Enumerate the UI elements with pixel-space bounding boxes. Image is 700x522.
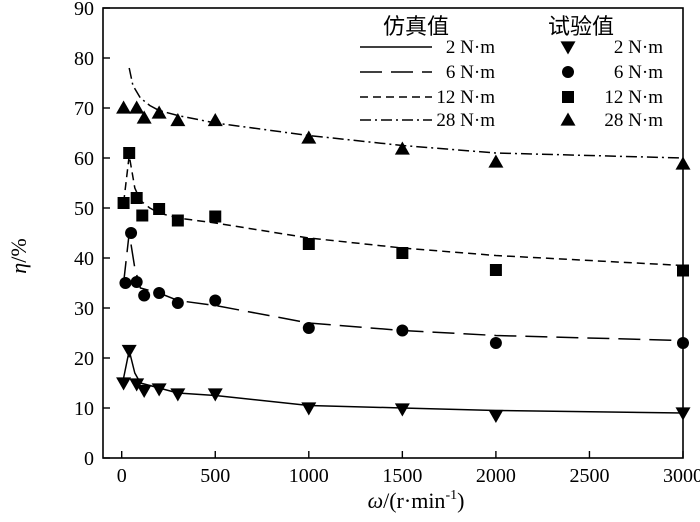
legend-exp-label: 12 N·m	[604, 87, 663, 108]
experimental-28-n-m	[116, 100, 691, 170]
experimental-point-12-n-m	[489, 264, 502, 276]
experimental-12-n-m	[117, 147, 689, 277]
x-axis-label: ω/(r·min-1)	[368, 488, 465, 513]
experimental-point-28-n-m	[675, 156, 691, 170]
simulated-series	[122, 67, 684, 414]
legend-sim-header: 仿真值	[383, 15, 449, 40]
x-axis: 0 500 1000 1500 2000 2500 3000	[117, 451, 700, 487]
experimental-point-12-n-m	[677, 264, 689, 277]
experimental-point-12-n-m	[136, 209, 149, 222]
y-tick-label: 60	[74, 148, 94, 170]
experimental-point-12-n-m	[396, 247, 409, 259]
experimental-point-6-n-m	[125, 227, 138, 239]
experimental-point-12-n-m	[153, 203, 166, 215]
y-tick-label: 0	[84, 448, 94, 470]
experimental-point-6-n-m	[153, 287, 166, 299]
y-axis-unit: /%	[6, 238, 31, 262]
legend-marker-2-n-m	[560, 41, 576, 55]
x-tick-label: 500	[200, 465, 230, 487]
y-tick-label: 30	[74, 298, 94, 320]
experimental-point-2-n-m	[136, 384, 152, 398]
simulated-line-2-n-m	[122, 349, 684, 414]
experimental-point-28-n-m	[207, 113, 223, 127]
experimental-point-2-n-m	[207, 388, 223, 402]
experimental-point-12-n-m	[171, 214, 184, 227]
y-tick-label: 20	[74, 348, 94, 370]
y-tick-label: 90	[74, 0, 94, 20]
experimental-point-6-n-m	[130, 276, 143, 288]
x-tick-label: 1000	[289, 465, 329, 487]
legend-exp-label: 28 N·m	[604, 110, 663, 131]
experimental-point-6-n-m	[677, 337, 689, 349]
x-axis-unit-close: )	[457, 488, 464, 513]
x-tick-label: 3000	[663, 465, 700, 487]
x-axis-symbol: ω	[368, 488, 384, 513]
experimental-series	[116, 100, 691, 423]
experimental-point-6-n-m	[138, 289, 151, 302]
experimental-point-28-n-m	[170, 113, 186, 127]
legend-sim-label: 28 N·m	[436, 110, 495, 131]
experimental-point-2-n-m	[301, 402, 317, 416]
experimental-point-12-n-m	[123, 147, 136, 159]
y-axis-label: η/%	[6, 238, 31, 273]
y-axis: 0 10 20 30 40 50 60 70 80 90	[74, 0, 110, 470]
x-tick-label: 2500	[569, 465, 609, 487]
experimental-point-12-n-m	[117, 197, 130, 209]
experimental-point-6-n-m	[302, 322, 315, 334]
experimental-point-6-n-m	[489, 337, 502, 349]
y-tick-label: 10	[74, 398, 94, 420]
legend-marker-12-n-m	[562, 91, 574, 103]
x-axis-unit: /(r·min	[383, 488, 445, 513]
experimental-point-2-n-m	[116, 377, 132, 391]
experimental-point-6-n-m	[119, 277, 132, 289]
simulated-line-12-n-m	[122, 154, 684, 267]
experimental-point-12-n-m	[302, 238, 315, 250]
legend-exp-label: 2 N·m	[614, 37, 663, 58]
x-tick-label: 1500	[382, 465, 422, 487]
experimental-point-2-n-m	[121, 344, 137, 358]
legend-marker-6-n-m	[562, 66, 574, 78]
x-tick-label: 0	[117, 465, 127, 487]
experimental-point-2-n-m	[129, 378, 145, 392]
legend-exp-header: 试验值	[548, 15, 614, 40]
experimental-point-6-n-m	[209, 294, 222, 307]
plot-area	[102, 7, 684, 459]
x-axis-unit-sup: -1	[445, 488, 457, 503]
legend-exp-label: 6 N·m	[614, 62, 663, 83]
y-tick-label: 50	[74, 198, 94, 220]
experimental-point-12-n-m	[130, 192, 143, 204]
legend-sim-label: 12 N·m	[436, 87, 495, 108]
experimental-6-n-m	[119, 227, 689, 349]
legend-sim-label: 2 N·m	[446, 37, 495, 58]
experimental-point-2-n-m	[675, 407, 691, 421]
legend-marker-28-n-m	[560, 112, 576, 126]
experimental-2-n-m	[116, 344, 691, 423]
legend-sim-label: 6 N·m	[446, 62, 495, 83]
experimental-point-6-n-m	[396, 324, 409, 337]
plot-frame	[102, 7, 684, 459]
experimental-point-2-n-m	[488, 409, 504, 423]
simulated-line-28-n-m	[128, 67, 684, 159]
simulated-line-6-n-m	[122, 232, 684, 342]
experimental-point-28-n-m	[116, 100, 132, 114]
experimental-point-2-n-m	[170, 388, 186, 402]
experimental-point-28-n-m	[301, 130, 317, 144]
experimental-point-2-n-m	[151, 383, 167, 397]
y-tick-label: 70	[74, 98, 94, 120]
experimental-point-2-n-m	[394, 403, 410, 417]
experimental-point-12-n-m	[209, 210, 222, 223]
experimental-point-28-n-m	[129, 100, 145, 114]
experimental-point-6-n-m	[171, 297, 184, 309]
experimental-point-28-n-m	[488, 154, 504, 168]
y-tick-label: 40	[74, 248, 94, 270]
experimental-point-28-n-m	[151, 105, 167, 119]
x-tick-label: 2000	[476, 465, 516, 487]
y-tick-label: 80	[74, 48, 94, 70]
y-axis-symbol: η	[6, 263, 31, 274]
experimental-point-28-n-m	[136, 110, 152, 124]
experimental-point-28-n-m	[394, 141, 410, 155]
